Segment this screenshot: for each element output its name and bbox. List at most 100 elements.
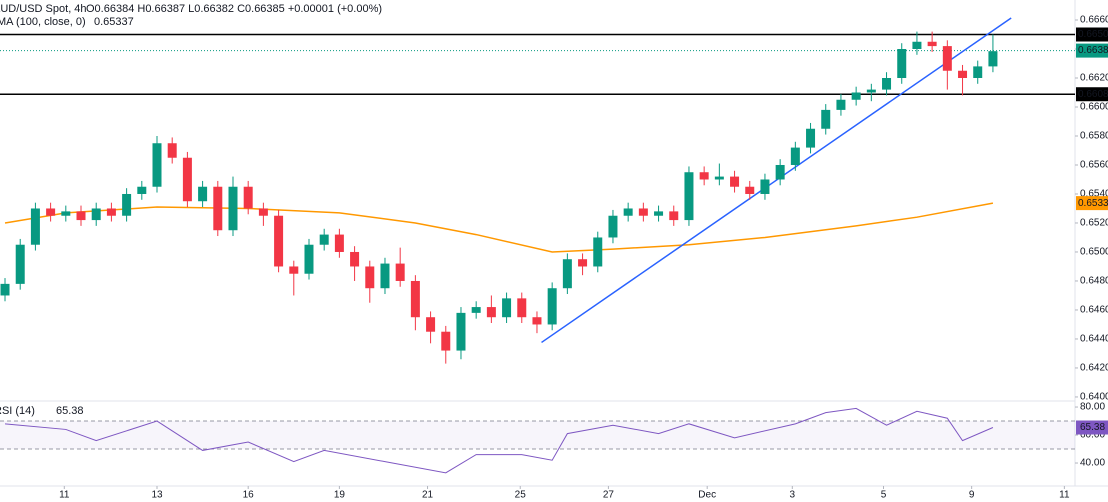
candle-body (517, 298, 527, 318)
candle-body (91, 208, 101, 221)
candle-body (137, 186, 147, 194)
ma-line (4, 202, 994, 253)
candle-body (638, 208, 648, 216)
candle-body (106, 208, 116, 216)
x-tick-label: 3 (790, 490, 796, 501)
trendline (541, 17, 1012, 344)
candle-body (623, 208, 633, 216)
rsi-tick-label: 60.00 (1080, 430, 1105, 441)
level-box (1076, 87, 1108, 102)
candle-body (547, 288, 557, 325)
x-tick-label: 9 (969, 490, 975, 501)
level-label: 0.66088 (1078, 89, 1108, 100)
candle-body (258, 208, 268, 216)
rsi-value-label: 65.38 (1080, 422, 1105, 433)
ma-value-label: 0.65337 (1078, 198, 1108, 209)
candle-body (61, 211, 71, 216)
candle-body (988, 51, 998, 67)
candle-body (866, 89, 876, 93)
x-tick-label: Dec (698, 490, 716, 501)
ma-value-box (1076, 196, 1108, 211)
candle-body (410, 280, 420, 318)
candle-body (897, 49, 907, 78)
candle-body (395, 263, 405, 281)
candle-body (152, 143, 162, 187)
x-tick-label: 16 (243, 490, 255, 501)
candle-body (593, 237, 603, 267)
candle-body (228, 186, 238, 231)
candle-body (654, 211, 664, 216)
current-price-box (1076, 43, 1108, 58)
x-tick-label: 27 (603, 490, 615, 501)
candle-body (243, 186, 253, 209)
candle-body (684, 172, 694, 221)
candle-body (714, 176, 724, 180)
ohlc-legend: O0.66384 H0.66387 L0.66382 C0.66385 +0.0… (86, 3, 382, 15)
candle-body (350, 251, 360, 267)
candle-body (274, 215, 284, 267)
rsi-value-box (1076, 420, 1108, 435)
candle-body (304, 244, 314, 274)
candle-body (365, 266, 375, 289)
y-tick-label: 0.64000 (1080, 392, 1108, 403)
candle-body (46, 208, 56, 216)
rsi-legend: RSI (14) (0, 405, 35, 417)
candle-body (790, 147, 800, 165)
x-tick-label: 11 (1059, 490, 1070, 501)
x-tick-label: 11 (59, 490, 70, 501)
candle-body (471, 307, 481, 313)
ma-legend-value: 0.65337 (94, 16, 134, 28)
candle-body (806, 128, 816, 148)
candle-body (882, 77, 892, 90)
candle-body (608, 215, 618, 238)
candle-body (182, 157, 192, 202)
axes: 0.666000.664000.662000.660000.658000.656… (59, 15, 1108, 501)
candle-body (122, 193, 132, 216)
candle-body (334, 234, 344, 252)
candle-body (30, 208, 40, 245)
rsi-tick-label: 80.00 (1080, 402, 1105, 413)
candle-body (912, 41, 922, 50)
chart-title: AUD/USD Spot, 4h (0, 3, 87, 15)
candle-body (699, 172, 709, 180)
candle-body (973, 66, 983, 78)
candle-body (821, 109, 831, 129)
candle-body (775, 164, 785, 180)
candle-body (532, 317, 542, 325)
candle-body (167, 143, 177, 158)
candle-body (15, 244, 25, 284)
candle-body (578, 259, 588, 267)
candle-body (76, 211, 86, 221)
candle-body (213, 186, 223, 231)
candle-body (927, 41, 937, 47)
candle-body (319, 234, 329, 245)
candle-body (380, 263, 390, 289)
candle-body (441, 331, 451, 351)
candle-body (851, 92, 861, 100)
x-tick-label: 5 (881, 490, 887, 501)
plot (0, 17, 1075, 474)
rsi-line (4, 407, 994, 474)
candle-body (669, 211, 679, 221)
current-price-label: 0.66389 (1078, 45, 1108, 56)
rsi-tick-label: 40.00 (1080, 458, 1105, 469)
candle-body (562, 259, 572, 289)
candle-body (426, 317, 436, 332)
candle-body (958, 70, 968, 78)
candle-body (0, 283, 10, 296)
candle-body (502, 298, 512, 318)
